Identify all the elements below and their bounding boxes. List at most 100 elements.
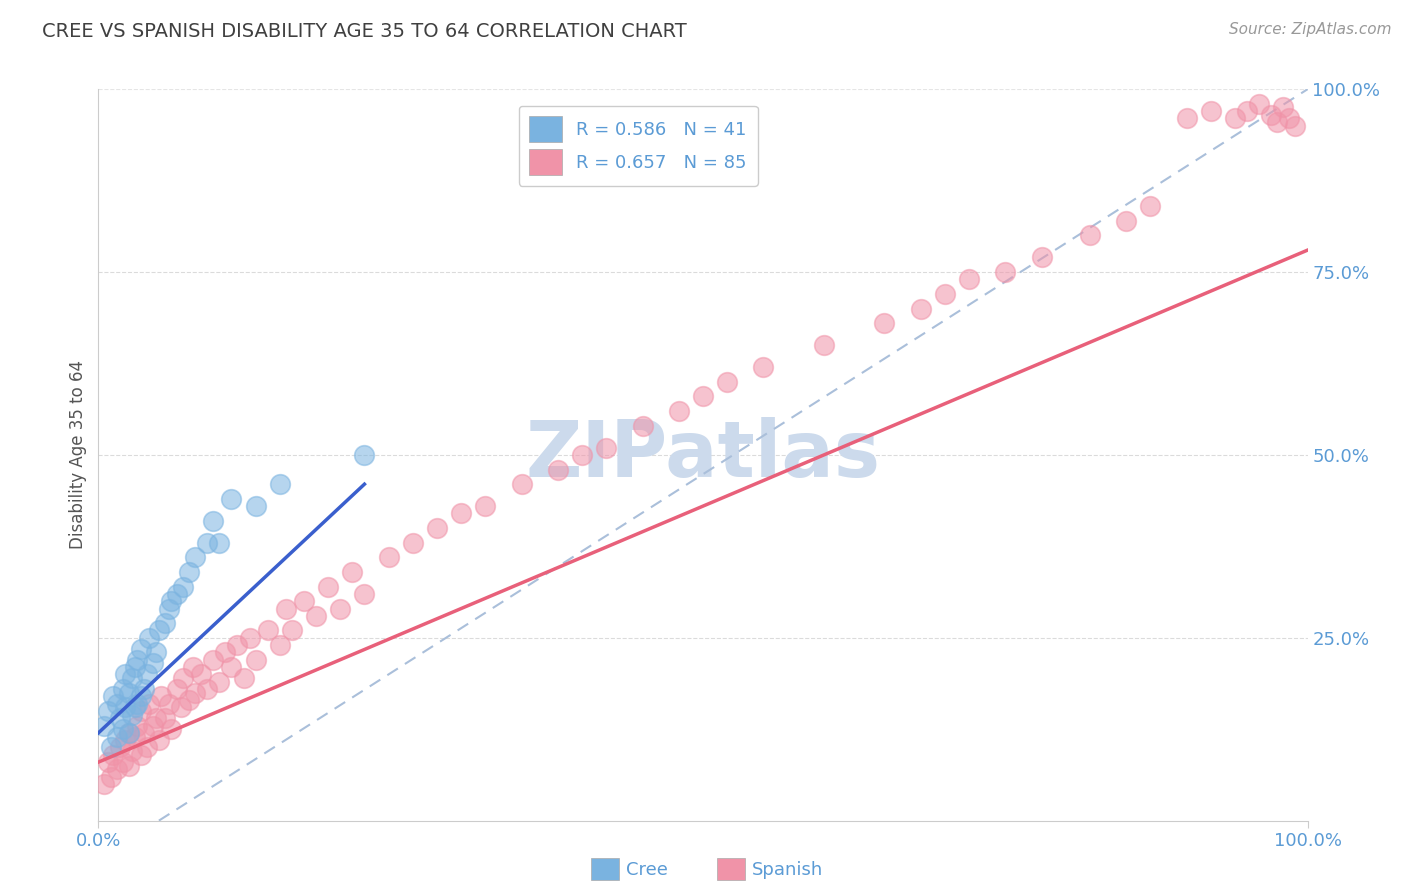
Point [239, 631, 262, 645]
Point [111, 681, 134, 696]
Point [221, 660, 243, 674]
Point [135, 667, 157, 681]
Point [145, 645, 167, 659]
Point [108, 711, 131, 725]
Point [142, 718, 165, 732]
Point [129, 690, 152, 704]
Point [97, 755, 120, 769]
Point [329, 601, 352, 615]
Point [127, 697, 149, 711]
Point [150, 690, 173, 704]
Point [474, 499, 496, 513]
Point [668, 404, 690, 418]
Point [957, 272, 980, 286]
Point [195, 535, 218, 549]
Point [100, 740, 122, 755]
Point [1260, 108, 1282, 122]
Point [910, 301, 932, 316]
Point [269, 477, 291, 491]
Point [269, 638, 291, 652]
Point [157, 601, 180, 615]
Text: CREE VS SPANISH DISABILITY AGE 35 TO 64 CORRELATION CHART: CREE VS SPANISH DISABILITY AGE 35 TO 64 … [42, 22, 688, 41]
Point [716, 375, 738, 389]
Point [226, 638, 249, 652]
Point [101, 690, 124, 704]
Text: Spanish: Spanish [752, 861, 824, 879]
Point [166, 587, 188, 601]
Point [510, 477, 533, 491]
Point [353, 587, 375, 601]
Point [129, 704, 152, 718]
Point [134, 681, 156, 696]
Point [1284, 119, 1306, 133]
Point [450, 507, 472, 521]
Point [93, 777, 115, 791]
Point [571, 448, 593, 462]
Point [148, 624, 170, 638]
Point [256, 624, 278, 638]
Point [153, 711, 176, 725]
Point [121, 707, 143, 722]
Point [118, 726, 141, 740]
Point [160, 594, 183, 608]
Point [148, 733, 170, 747]
Point [873, 316, 896, 330]
Point [190, 667, 212, 681]
Point [184, 686, 207, 700]
Point [1199, 104, 1222, 119]
Point [118, 726, 141, 740]
Point [169, 700, 191, 714]
Point [108, 740, 131, 755]
Point [353, 448, 375, 462]
Point [274, 601, 297, 615]
Point [1236, 104, 1258, 119]
Point [160, 723, 183, 737]
Point [118, 686, 141, 700]
Point [208, 535, 231, 549]
Point [245, 499, 267, 513]
Point [994, 265, 1017, 279]
Text: Source: ZipAtlas.com: Source: ZipAtlas.com [1229, 22, 1392, 37]
Point [172, 671, 194, 685]
Point [547, 462, 569, 476]
Point [127, 653, 149, 667]
Point [127, 718, 149, 732]
Point [121, 744, 143, 758]
Point [157, 697, 180, 711]
Point [124, 700, 146, 714]
Point [1223, 112, 1246, 126]
Point [305, 608, 328, 623]
Y-axis label: Disability Age 35 to 64: Disability Age 35 to 64 [69, 360, 87, 549]
Point [1265, 115, 1288, 129]
Point [129, 747, 152, 762]
Point [281, 624, 304, 638]
Point [121, 671, 143, 685]
Point [214, 645, 236, 659]
Point [105, 763, 128, 777]
Point [595, 441, 617, 455]
Point [1272, 101, 1295, 115]
Point [93, 718, 115, 732]
Point [114, 667, 136, 681]
Point [202, 514, 225, 528]
Point [129, 641, 152, 656]
Legend: R = 0.586   N = 41, R = 0.657   N = 85: R = 0.586 N = 41, R = 0.657 N = 85 [519, 105, 758, 186]
Point [145, 711, 167, 725]
Point [138, 631, 160, 645]
Point [100, 770, 122, 784]
Point [245, 653, 267, 667]
Point [195, 681, 218, 696]
Text: ZIPatlas: ZIPatlas [526, 417, 880, 493]
Point [402, 535, 425, 549]
Point [181, 660, 204, 674]
Point [105, 697, 128, 711]
Point [138, 697, 160, 711]
Point [1139, 199, 1161, 213]
Point [1278, 112, 1301, 126]
Point [631, 418, 654, 433]
Point [177, 565, 201, 579]
Point [166, 681, 188, 696]
Point [232, 671, 254, 685]
Point [292, 594, 315, 608]
Point [118, 758, 141, 772]
